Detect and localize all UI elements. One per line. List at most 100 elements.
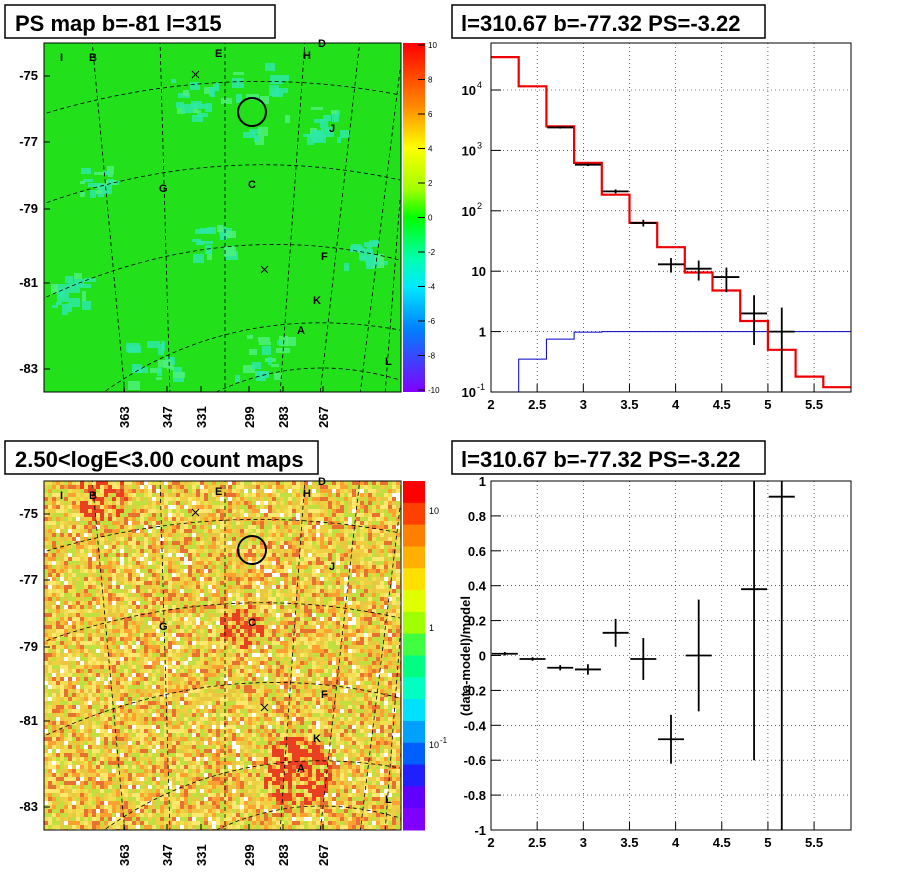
count-pixel <box>304 645 308 649</box>
count-pixel <box>172 553 176 557</box>
count-pixel <box>252 493 256 497</box>
count-pixel <box>164 565 168 569</box>
count-pixel <box>96 657 100 661</box>
count-pixel <box>156 613 160 617</box>
count-pixel <box>128 685 132 689</box>
count-pixel <box>284 497 288 501</box>
count-pixel <box>88 613 92 617</box>
count-pixel <box>276 501 280 505</box>
count-pixel <box>196 653 200 657</box>
count-pixel <box>208 585 212 589</box>
count-pixel <box>380 485 384 489</box>
count-pixel <box>288 641 292 645</box>
count-pixel <box>228 625 232 629</box>
count-pixel <box>152 569 156 573</box>
count-pixel <box>92 665 96 669</box>
count-pixel <box>352 517 356 521</box>
count-pixel <box>316 633 320 637</box>
count-pixel <box>348 485 352 489</box>
count-pixel <box>320 505 324 509</box>
count-pixel <box>72 597 76 601</box>
count-pixel <box>288 657 292 661</box>
count-pixel <box>244 637 248 641</box>
count-pixel <box>244 565 248 569</box>
count-pixel <box>64 593 68 597</box>
count-pixel <box>168 509 172 513</box>
count-pixel <box>52 569 56 573</box>
count-pixel <box>200 649 204 653</box>
count-pixel <box>136 565 140 569</box>
cyan-patch <box>247 335 253 339</box>
count-pixel <box>324 509 328 513</box>
count-pixel <box>320 529 324 533</box>
count-pixel <box>196 553 200 557</box>
count-pixel <box>156 597 160 601</box>
count-pixel <box>168 485 172 489</box>
count-pixel <box>308 537 312 541</box>
count-pixel <box>316 669 320 673</box>
count-pixel <box>372 681 376 685</box>
count-pixel <box>328 557 332 561</box>
count-pixel <box>392 625 396 629</box>
count-pixel <box>396 669 400 673</box>
count-pixel <box>132 621 136 625</box>
count-pixel <box>144 685 148 689</box>
count-pixel <box>172 681 176 685</box>
count-pixel <box>252 593 256 597</box>
count-pixel <box>156 577 160 581</box>
count-pixel <box>172 517 176 521</box>
count-pixel <box>152 653 156 657</box>
count-pixel <box>76 481 80 485</box>
count-pixel <box>140 685 144 689</box>
count-pixel <box>256 609 260 613</box>
count-pixel <box>332 621 336 625</box>
count-pixel <box>156 481 160 485</box>
count-pixel <box>108 497 112 501</box>
count-pixel <box>356 685 360 689</box>
count-pixel <box>364 557 368 561</box>
count-pixel <box>308 657 312 661</box>
count-pixel <box>168 633 172 637</box>
count-pixel <box>352 553 356 557</box>
count-pixel <box>84 545 88 549</box>
count-pixel <box>328 509 332 513</box>
count-pixel <box>56 649 60 653</box>
count-pixel <box>272 621 276 625</box>
count-pixel <box>180 577 184 581</box>
count-pixel <box>84 645 88 649</box>
count-pixel <box>228 545 232 549</box>
count-pixel <box>192 481 196 485</box>
count-pixel <box>104 509 108 513</box>
count-pixel <box>228 505 232 509</box>
count-pixel <box>120 541 124 545</box>
count-pixel <box>88 553 92 557</box>
count-pixel <box>116 653 120 657</box>
count-pixel <box>152 641 156 645</box>
count-pixel <box>360 669 364 673</box>
count-pixel <box>68 573 72 577</box>
count-pixel <box>384 525 388 529</box>
count-pixel <box>280 633 284 637</box>
count-pixel <box>308 565 312 569</box>
count-pixel <box>388 605 392 609</box>
count-pixel <box>348 677 352 681</box>
count-pixel <box>188 637 192 641</box>
count-pixel <box>216 589 220 593</box>
count-pixel <box>364 565 368 569</box>
count-pixel <box>288 577 292 581</box>
count-pixel <box>280 593 284 597</box>
count-pixel <box>340 493 344 497</box>
count-pixel <box>300 493 304 497</box>
count-pixel <box>344 685 348 689</box>
count-pixel <box>364 485 368 489</box>
count-pixel <box>172 573 176 577</box>
count-pixel <box>348 557 352 561</box>
count-pixel <box>268 541 272 545</box>
count-pixel <box>396 517 400 521</box>
count-pixel <box>72 493 76 497</box>
count-pixel <box>384 541 388 545</box>
count-pixel <box>384 677 388 681</box>
count-pixel <box>56 645 60 649</box>
count-pixel <box>264 493 268 497</box>
count-pixel <box>172 633 176 637</box>
